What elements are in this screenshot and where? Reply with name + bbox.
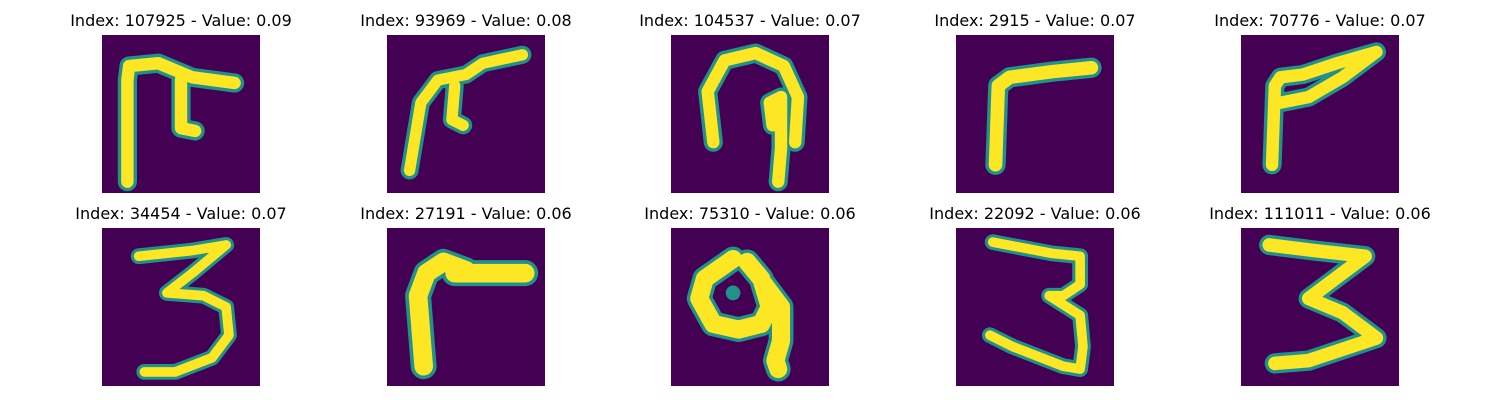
- digit-image: [102, 228, 260, 386]
- digit-image: [956, 228, 1114, 386]
- digit-image: [671, 35, 829, 193]
- digit-image: [956, 35, 1114, 193]
- panel-title: Index: 34454 - Value: 0.07: [75, 204, 287, 223]
- digit-image: [671, 228, 829, 386]
- panel-title: Index: 111011 - Value: 0.06: [1209, 204, 1431, 223]
- digit-image: [1241, 35, 1399, 193]
- panel-title: Index: 75310 - Value: 0.06: [644, 204, 856, 223]
- panel-title: Index: 22092 - Value: 0.06: [929, 204, 1141, 223]
- digit-image: [387, 35, 545, 193]
- digit-image: [387, 228, 545, 386]
- panel-title: Index: 70776 - Value: 0.07: [1214, 11, 1426, 30]
- panel-title: Index: 107925 - Value: 0.09: [70, 11, 292, 30]
- digit-image: [102, 35, 260, 193]
- panel-title: Index: 2915 - Value: 0.07: [934, 11, 1136, 30]
- panel-title: Index: 93969 - Value: 0.08: [360, 11, 572, 30]
- digit-image: [1241, 228, 1399, 386]
- panel-title: Index: 27191 - Value: 0.06: [360, 204, 572, 223]
- panel-title: Index: 104537 - Value: 0.07: [639, 11, 861, 30]
